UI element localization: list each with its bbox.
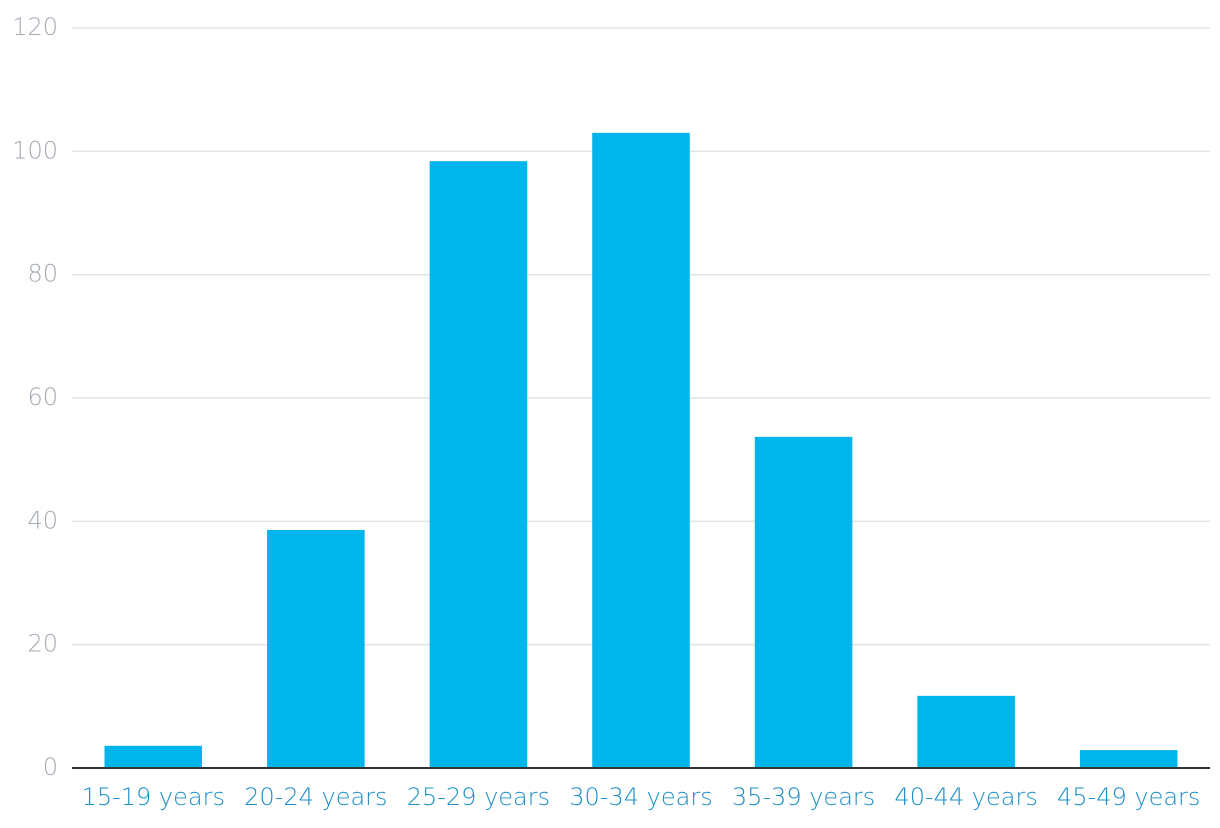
- bar: [429, 161, 528, 768]
- y-tick-label: 80: [27, 260, 58, 288]
- y-tick-label: 20: [27, 630, 58, 658]
- x-tick-label: 15-19 years: [82, 783, 225, 811]
- x-tick-label: 25-29 years: [407, 783, 550, 811]
- x-tick-label: 40-44 years: [894, 783, 1037, 811]
- bar: [1079, 750, 1178, 768]
- bar: [917, 695, 1015, 768]
- x-tick-label: 20-24 years: [244, 783, 387, 811]
- y-tick-label: 40: [27, 506, 58, 534]
- bar: [592, 132, 690, 769]
- y-tick-label: 120: [12, 13, 58, 41]
- y-tick-label: 100: [12, 136, 58, 164]
- y-tick-label: 60: [27, 383, 58, 411]
- x-tick-label: 30-34 years: [569, 783, 712, 811]
- x-tick-label: 45-49 years: [1057, 783, 1200, 811]
- bar: [267, 529, 365, 768]
- bar: [104, 745, 203, 768]
- bar: [754, 436, 853, 768]
- y-tick-label: 0: [43, 753, 58, 781]
- x-tick-label: 35-39 years: [732, 783, 875, 811]
